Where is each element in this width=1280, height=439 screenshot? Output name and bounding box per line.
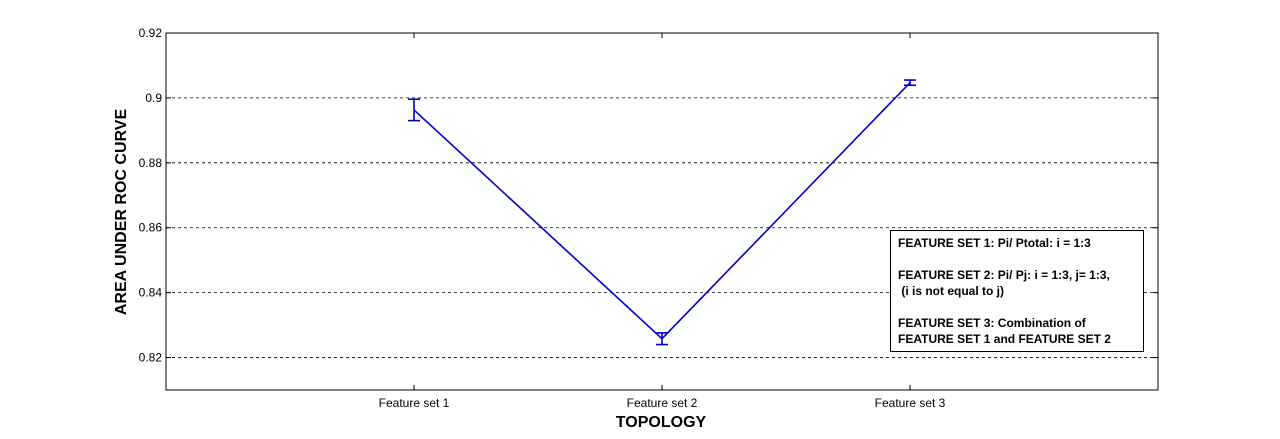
error-bar — [904, 80, 916, 85]
x-axis: Feature set 1 Feature set 2 Feature set 3 — [379, 33, 946, 410]
x-tick-label: Feature set 2 — [627, 396, 698, 410]
legend-line-feature-set-2-note: (i is not equal to j) — [898, 283, 1136, 299]
y-tick-label: 0.88 — [139, 156, 163, 170]
x-axis-title: TOPOLOGY — [616, 414, 707, 431]
error-bar — [408, 99, 420, 120]
series-line — [414, 83, 910, 339]
y-tick-label: 0.84 — [139, 286, 163, 300]
series-auc — [408, 80, 916, 345]
x-tick-label: Feature set 1 — [379, 396, 450, 410]
legend-box: FEATURE SET 1: Pi/ Ptotal: i = 1:3 FEATU… — [890, 230, 1144, 352]
legend-line-feature-set-3: FEATURE SET 3: Combination of — [898, 315, 1136, 331]
y-tick-label: 0.92 — [139, 26, 163, 40]
legend-line-feature-set-1: FEATURE SET 1: Pi/ Ptotal: i = 1:3 — [898, 235, 1136, 251]
y-tick-label: 0.9 — [145, 91, 162, 105]
legend-line-feature-set-2: FEATURE SET 2: Pi/ Pj: i = 1:3, j= 1:3, — [898, 267, 1136, 283]
x-tick-label: Feature set 3 — [875, 396, 946, 410]
y-tick-label: 0.86 — [139, 221, 163, 235]
y-tick-label: 0.82 — [139, 351, 163, 365]
legend-line-feature-set-3-cont: FEATURE SET 1 and FEATURE SET 2 — [898, 331, 1136, 347]
y-axis-title: AREA UNDER ROC CURVE — [113, 109, 130, 316]
